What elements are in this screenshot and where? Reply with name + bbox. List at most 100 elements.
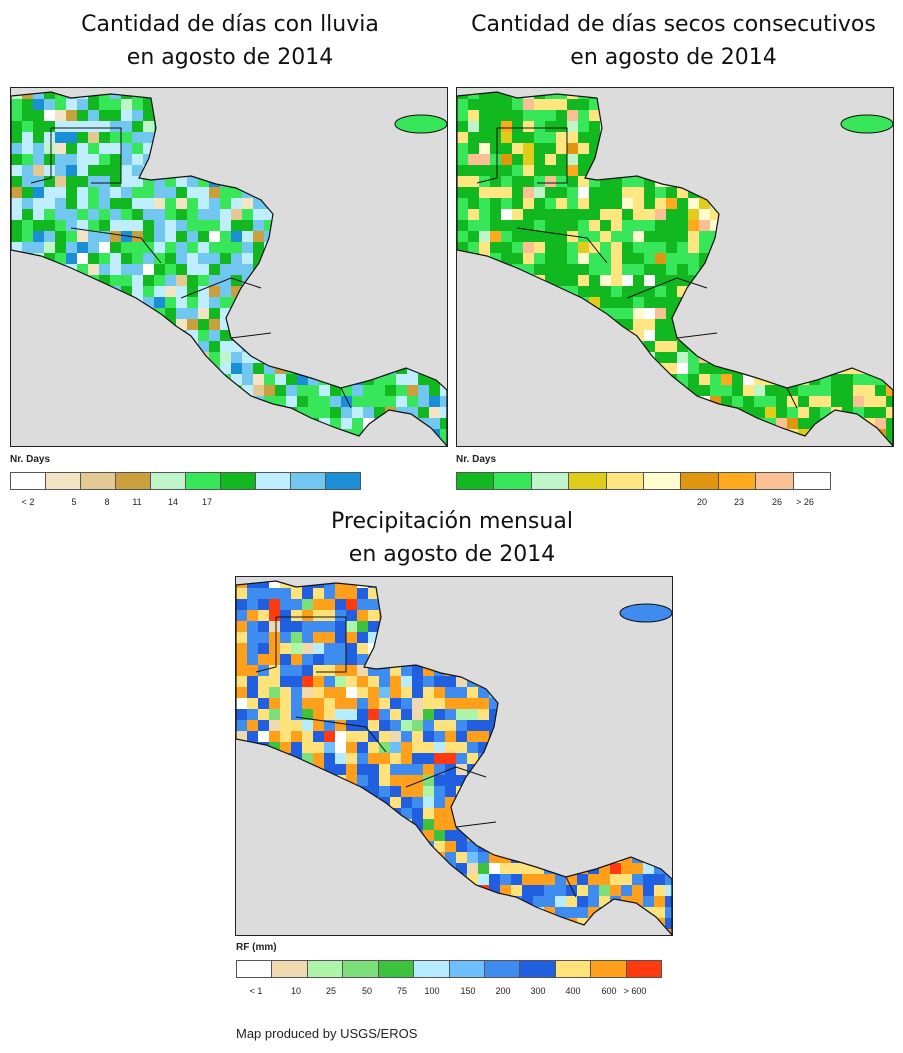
country-border xyxy=(516,227,608,264)
legend-swatch xyxy=(237,961,273,977)
map3-legend-title: RF (mm) xyxy=(236,942,277,953)
legend-swatch xyxy=(606,473,645,489)
legend-swatch xyxy=(307,961,344,977)
raster-cells xyxy=(11,92,447,446)
country-border xyxy=(180,277,262,299)
legend-swatch xyxy=(569,473,607,489)
island xyxy=(619,603,672,623)
country-border xyxy=(405,766,487,788)
legend-tick: 50 xyxy=(361,986,373,996)
map3-title: Precipitación mensual en agosto de 2014 xyxy=(230,505,674,571)
legend-swatch xyxy=(494,473,532,489)
legend-swatch xyxy=(644,473,682,489)
legend-swatch xyxy=(756,473,794,489)
map2-title: Cantidad de días secos consecutivos en a… xyxy=(450,8,897,74)
legend-swatch xyxy=(256,473,291,489)
map3-title-line1: Precipitación mensual xyxy=(331,509,573,534)
legend-tick: 14 xyxy=(167,497,179,507)
legend-tick: > 26 xyxy=(796,497,814,507)
legend-swatch xyxy=(484,961,521,977)
raster-cells xyxy=(457,92,893,446)
map3-title-line2: en agosto de 2014 xyxy=(348,542,556,567)
map-credit: Map produced by USGS/EROS xyxy=(236,1026,418,1041)
country-border xyxy=(70,227,162,264)
country-border xyxy=(455,821,497,828)
map2-frame xyxy=(456,87,894,447)
country-border xyxy=(786,387,798,409)
legend-swatch xyxy=(626,961,662,977)
country-border xyxy=(51,127,122,184)
country-border xyxy=(276,616,347,673)
map2-legend-title: Nr. Days xyxy=(456,454,497,465)
legend-swatch xyxy=(457,473,495,489)
legend-tick: 300 xyxy=(530,986,546,996)
legend-swatch xyxy=(681,473,719,489)
island xyxy=(840,114,893,134)
legend-tick: 600 xyxy=(601,986,617,996)
country-border xyxy=(497,127,568,184)
legend-swatch xyxy=(555,961,592,977)
legend-tick: 200 xyxy=(495,986,511,996)
map3-svg xyxy=(236,577,672,935)
legend-tick: 26 xyxy=(771,497,783,507)
legend-tick: 10 xyxy=(290,986,302,996)
map1-frame xyxy=(10,87,448,447)
legend-tick: < 1 xyxy=(249,986,263,996)
country-border xyxy=(626,277,708,299)
country-border xyxy=(30,128,52,184)
legend-swatch xyxy=(793,473,831,489)
map2-svg xyxy=(457,88,893,446)
map2-title-line1: Cantidad de días secos consecutivos xyxy=(471,12,876,37)
legend-tick: 5 xyxy=(71,497,77,507)
map1-title-line2: en agosto de 2014 xyxy=(126,45,334,70)
legend-swatch xyxy=(343,961,379,977)
legend-swatch xyxy=(531,473,570,489)
legend-swatch xyxy=(272,961,308,977)
legend-tick: 17 xyxy=(201,497,213,507)
legend-tick: 25 xyxy=(325,986,337,996)
map1-title-line1: Cantidad de días con lluvia xyxy=(81,12,379,37)
legend-swatch xyxy=(81,473,116,489)
map1-legend-title: Nr. Days xyxy=(10,454,51,465)
country-border xyxy=(255,617,277,673)
map2-legend-bar xyxy=(456,472,831,490)
legend-swatch xyxy=(291,473,326,489)
country-border xyxy=(476,128,498,184)
map3-legend-bar xyxy=(236,960,662,978)
legend-tick: 100 xyxy=(424,986,440,996)
legend-swatch xyxy=(326,473,360,489)
legend-swatch xyxy=(11,473,46,489)
raster-cells xyxy=(236,581,672,935)
island xyxy=(394,114,447,134)
map3-legend-ticks: < 1 10 25 50 75 100 150 200 300 400 600 … xyxy=(236,986,662,1000)
legend-swatch xyxy=(151,473,186,489)
legend-tick: > 600 xyxy=(623,986,647,996)
country-border xyxy=(565,876,577,898)
legend-swatch xyxy=(414,961,450,977)
legend-swatch xyxy=(46,473,81,489)
map1-title: Cantidad de días con lluvia en agosto de… xyxy=(10,8,450,74)
map1-svg xyxy=(11,88,447,446)
legend-swatch xyxy=(718,473,757,489)
legend-swatch xyxy=(378,961,415,977)
legend-swatch xyxy=(221,473,256,489)
map1-legend-ticks: < 2 5 8 11 14 17 xyxy=(10,497,361,511)
coastline xyxy=(457,91,893,446)
legend-tick: 11 xyxy=(132,497,142,507)
country-border xyxy=(340,387,352,409)
coastline xyxy=(236,580,672,935)
legend-tick: 75 xyxy=(396,986,408,996)
legend-tick: 400 xyxy=(565,986,581,996)
legend-tick: 20 xyxy=(696,497,708,507)
legend-tick: 150 xyxy=(460,986,476,996)
country-border xyxy=(230,332,272,339)
map1-legend-bar xyxy=(10,472,361,490)
legend-swatch xyxy=(449,961,485,977)
map3-frame xyxy=(235,576,673,936)
legend-tick: 23 xyxy=(733,497,745,507)
legend-swatch xyxy=(591,961,627,977)
legend-swatch xyxy=(520,961,556,977)
map2-title-line2: en agosto de 2014 xyxy=(570,45,777,70)
country-border xyxy=(295,716,387,753)
map2-legend-ticks: 20 23 26 > 26 xyxy=(456,497,831,511)
